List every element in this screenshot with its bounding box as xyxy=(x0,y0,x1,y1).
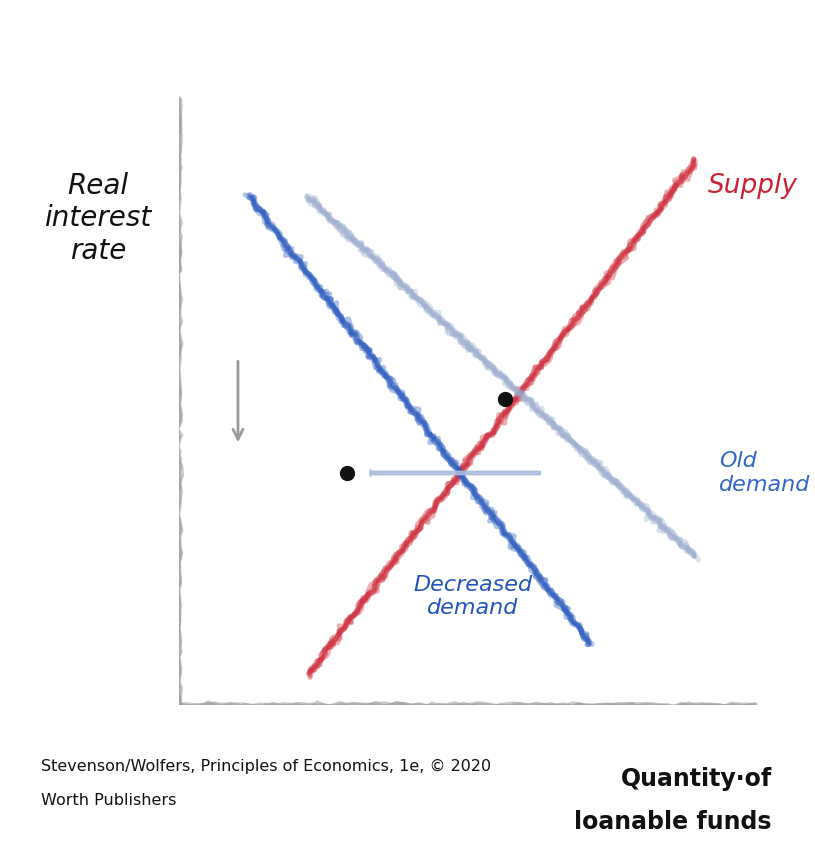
Text: Supply: Supply xyxy=(707,173,797,199)
Text: Real
interest
rate: Real interest rate xyxy=(44,172,152,265)
Text: Old
demand: Old demand xyxy=(719,452,811,494)
Text: Worth Publishers: Worth Publishers xyxy=(41,794,176,808)
Text: Stevenson/Wolfers, Principles of Economics, 1e, © 2020: Stevenson/Wolfers, Principles of Economi… xyxy=(41,759,491,774)
Text: loanable funds: loanable funds xyxy=(575,810,772,834)
Text: Quantity·of: Quantity·of xyxy=(621,767,772,791)
Text: Decreased
demand: Decreased demand xyxy=(413,575,532,618)
